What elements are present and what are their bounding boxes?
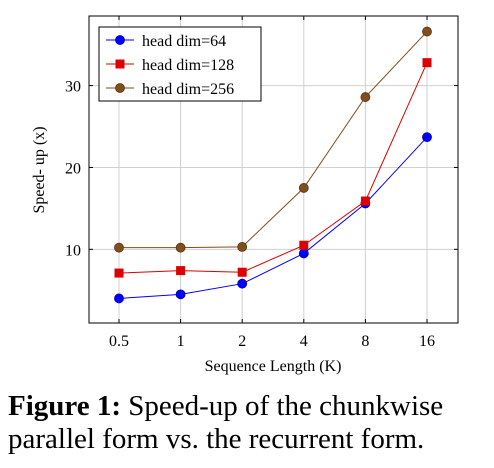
figure-caption: Figure 1: Speed-up of the chunkwise para… bbox=[8, 390, 488, 456]
series-2-point bbox=[422, 58, 432, 68]
series-2-point bbox=[360, 196, 370, 206]
x-tick-label: 16 bbox=[419, 333, 435, 350]
series-1-point bbox=[237, 278, 248, 289]
series-lines bbox=[114, 26, 432, 304]
plot-frame bbox=[88, 15, 459, 324]
series-2-point bbox=[114, 268, 124, 278]
legend-label: head dim=128 bbox=[142, 57, 234, 74]
y-tick-label: 30 bbox=[65, 79, 81, 96]
axis-ticks: 0.5 1 2 4 8 16 10 20 30 bbox=[65, 16, 458, 350]
series-3-point bbox=[114, 242, 124, 253]
x-tick-label: 0.5 bbox=[109, 333, 129, 350]
series-3-point bbox=[422, 26, 432, 37]
series-1-point bbox=[422, 132, 432, 143]
series-2-point bbox=[299, 240, 309, 250]
series-2-point bbox=[176, 266, 186, 276]
series-line-3 bbox=[119, 31, 428, 249]
series-line-2 bbox=[118, 62, 428, 274]
caption-label: Figure 1: bbox=[8, 390, 122, 422]
x-tick-label: 4 bbox=[300, 333, 308, 350]
series-3-point bbox=[360, 92, 371, 102]
x-tick-label: 2 bbox=[238, 333, 246, 350]
series-1-point bbox=[175, 289, 186, 300]
y-tick-label: 20 bbox=[65, 160, 81, 177]
series-3-point bbox=[237, 241, 248, 252]
legend-marker bbox=[115, 83, 125, 93]
series-3-point bbox=[298, 183, 309, 193]
x-tick-label: 8 bbox=[361, 333, 369, 350]
legend: head dim=64 head dim=128 head dim=256 bbox=[98, 26, 262, 102]
series-line-1 bbox=[118, 136, 428, 299]
legend-marker bbox=[115, 59, 125, 69]
caption-text: Speed-up of the chunkwise parallel form … bbox=[8, 390, 444, 455]
series-3-point bbox=[175, 242, 186, 253]
legend-marker bbox=[115, 35, 125, 45]
y-axis-label: Speed- up (x) bbox=[31, 126, 48, 213]
x-tick-label: 1 bbox=[177, 333, 185, 350]
legend-label: head dim=64 bbox=[142, 33, 226, 50]
speedup-chart: 0.5 1 2 4 8 16 10 20 30 Sequence Length (K) Spee… bbox=[31, 15, 459, 375]
series-1-point bbox=[114, 293, 124, 304]
y-tick-label: 10 bbox=[65, 242, 81, 259]
legend-label: head dim=256 bbox=[142, 81, 234, 98]
x-axis-label: Sequence Length (K) bbox=[205, 358, 342, 375]
series-2-point bbox=[237, 267, 247, 277]
series-1-point bbox=[298, 248, 309, 259]
